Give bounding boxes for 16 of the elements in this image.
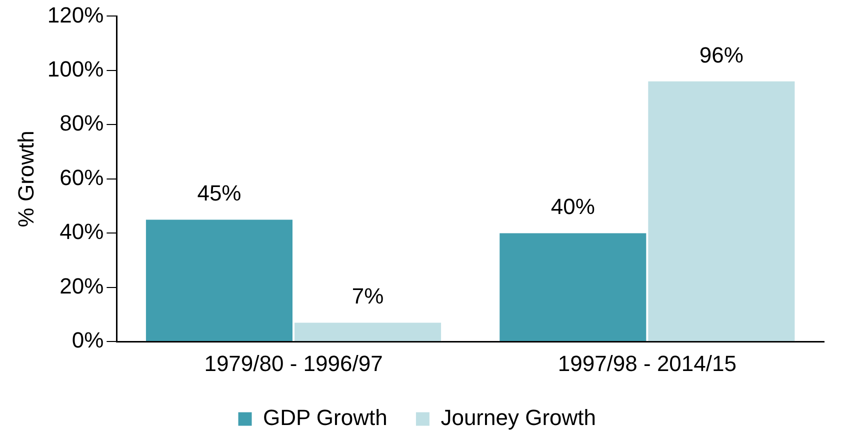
data-label: 96% xyxy=(699,42,744,68)
y-tick-label: 40% xyxy=(60,219,104,244)
y-axis-title: % Growth xyxy=(13,130,38,228)
legend-label: GDP Growth xyxy=(263,405,388,430)
y-tick-label: 100% xyxy=(47,56,104,82)
x-tick-label: 1997/98 - 2014/15 xyxy=(558,350,736,376)
y-tick-label: 60% xyxy=(60,164,104,190)
y-tick-label: 120% xyxy=(47,2,104,28)
legend-label: Journey Growth xyxy=(440,405,596,430)
x-tick-label: 1979/80 - 1996/97 xyxy=(204,350,383,376)
data-label: 40% xyxy=(550,194,595,220)
y-tick-label: 0% xyxy=(72,328,104,353)
data-label: 45% xyxy=(197,180,242,206)
y-tick-label: 20% xyxy=(60,273,104,298)
data-label: 7% xyxy=(352,284,384,309)
y-tick-label: 80% xyxy=(60,110,104,136)
